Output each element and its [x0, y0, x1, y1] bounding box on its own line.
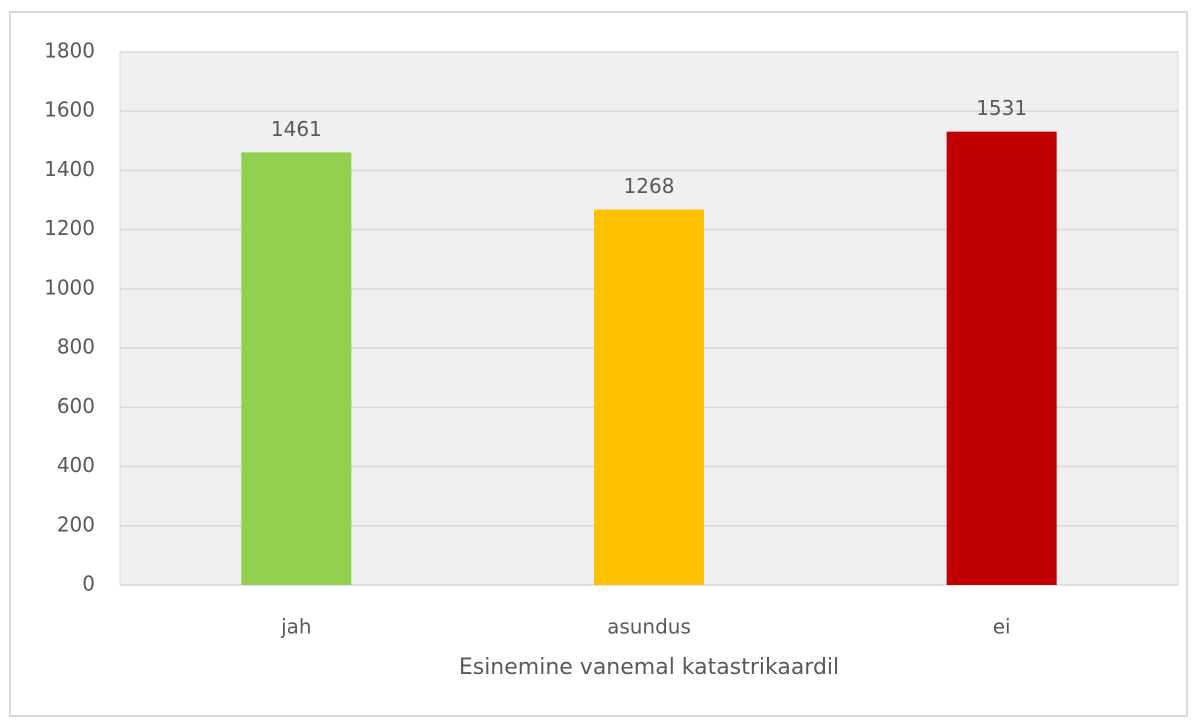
y-tick-label: 600	[57, 394, 95, 418]
y-tick-label: 200	[57, 512, 95, 536]
y-tick-label: 1200	[44, 216, 95, 240]
y-tick-label: 800	[57, 335, 95, 359]
y-tick-label: 400	[57, 453, 95, 477]
data-label: 1461	[271, 117, 322, 141]
data-label: 1268	[624, 174, 675, 198]
y-tick-label: 1400	[44, 157, 95, 181]
y-tick-label: 1600	[44, 98, 95, 122]
y-tick-label: 1800	[44, 39, 95, 63]
x-axis-title: Esinemine vanemal katastrikaardil	[459, 655, 839, 680]
y-tick-label: 1000	[44, 275, 95, 299]
x-tick-label: jah	[280, 615, 312, 639]
bar	[241, 152, 352, 586]
y-tick-label: 0	[82, 572, 95, 596]
bar	[946, 131, 1057, 586]
data-label: 1531	[976, 96, 1027, 120]
x-tick-label: asundus	[607, 615, 691, 639]
x-tick-label: ei	[993, 615, 1011, 639]
bar	[594, 209, 704, 585]
